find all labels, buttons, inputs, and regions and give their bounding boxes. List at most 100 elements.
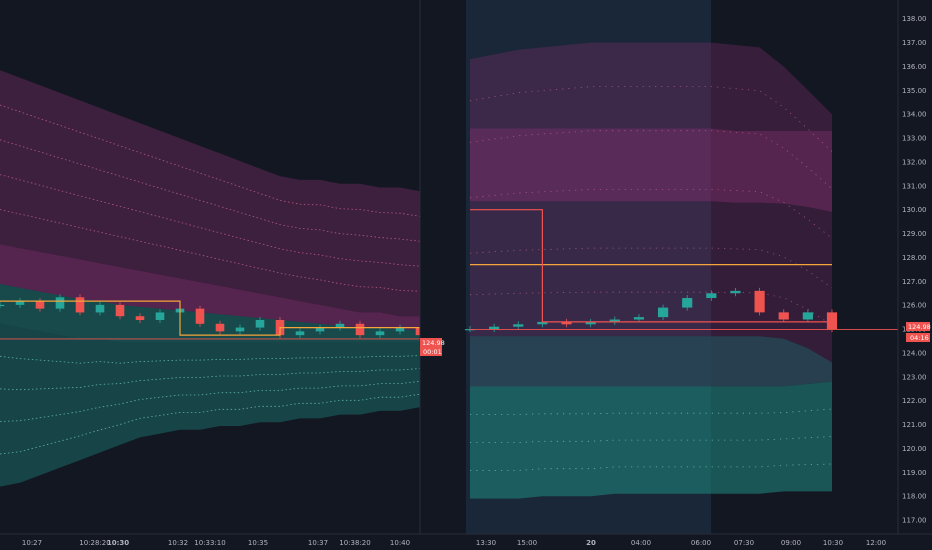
- left-candle-0: [0, 304, 5, 307]
- left-vwap-line: [0, 300, 420, 336]
- right-y-tick-3: 135.00: [902, 87, 927, 95]
- right-y-tick-11: 127.00: [902, 278, 927, 286]
- right-y-tick-14: 124.00: [902, 349, 927, 357]
- right-candle-15: [826, 312, 838, 330]
- right-y-tick-0: 138.00: [902, 15, 927, 23]
- right-price-axis-bg: [898, 0, 932, 550]
- left-last-price-tag: [420, 338, 442, 347]
- left-upper-dotted-1: [0, 139, 421, 242]
- right-lower-inner-fill: [470, 336, 832, 387]
- right-candle-13: [778, 312, 789, 320]
- left-countdown-tag: [420, 347, 442, 356]
- left-panel[interactable]: [0, 70, 425, 487]
- left-lower-band-fill: [0, 323, 420, 487]
- left-candle-12: [235, 327, 245, 332]
- right-last-price-label: 124.98: [908, 323, 931, 331]
- right-y-tick-20: 118.00: [902, 493, 927, 501]
- left-candle-2: [35, 301, 45, 309]
- right-y-tick-5: 133.00: [902, 135, 927, 143]
- right-lower-band-fill: [470, 381, 832, 499]
- right-y-tick-7: 131.00: [902, 182, 927, 190]
- right-x-tick-6: 09:00: [781, 539, 801, 547]
- left-candle-5: [95, 304, 105, 313]
- right-y-tick-12: 126.00: [902, 302, 927, 310]
- right-y-tick-8: 130.00: [902, 206, 927, 214]
- left-last-price-label: 124.98: [422, 339, 445, 347]
- right-y-tick-16: 122.00: [902, 397, 927, 405]
- left-x-tick-5: 10:35: [248, 539, 268, 547]
- right-x-tick-2: 20: [586, 539, 596, 547]
- right-candle-11: [730, 290, 741, 294]
- left-countdown-label: 00:01: [423, 348, 442, 356]
- left-candle-19: [375, 331, 385, 336]
- right-x-tick-labels: 13:30 15:00 20 04:00 06:00 07:30 09:00 10:30 12:…: [476, 539, 886, 547]
- left-x-tick-1: 10:28:20: [79, 539, 110, 547]
- right-y-tick-21: 117.00: [902, 517, 927, 525]
- right-y-tick-19: 119.00: [902, 469, 927, 477]
- right-countdown-label: 04:16: [910, 334, 929, 342]
- right-y-tick-15: 123.00: [902, 373, 927, 381]
- left-x-tick-4: 10:33:10: [194, 539, 225, 547]
- right-candles: [464, 287, 838, 333]
- left-x-tick-6: 10:37: [308, 539, 328, 547]
- left-x-tick-2: 10:30: [107, 539, 129, 547]
- right-candle-8: [657, 307, 669, 318]
- right-last-price-tag: [906, 322, 930, 331]
- left-vwap-lines: [0, 300, 420, 340]
- right-x-tick-5: 07:30: [734, 539, 754, 547]
- right-y-tick-9: 129.00: [902, 230, 927, 238]
- right-candle-10: [706, 293, 717, 299]
- right-x-tick-8: 12:00: [866, 539, 886, 547]
- left-candle-6: [115, 304, 125, 317]
- left-candle-4: [75, 297, 85, 313]
- right-candle-12: [754, 290, 765, 313]
- right-y-tick-17: 121.00: [902, 421, 927, 429]
- right-vwap-lines: [470, 209, 906, 330]
- right-y-tick-10: 128.00: [902, 254, 927, 262]
- left-candle-18: [355, 323, 365, 336]
- right-candle-2: [513, 324, 524, 327]
- right-x-tick-0: 13:30: [476, 539, 496, 547]
- left-candle-10: [195, 308, 205, 324]
- left-candle-20: [395, 327, 405, 332]
- right-candle-1: [489, 326, 500, 330]
- right-price-axis[interactable]: 138.00 137.00 136.00 135.00 134.00 133.00 132.…: [897, 0, 932, 550]
- right-candle-5: [585, 321, 596, 325]
- right-candle-14: [802, 312, 813, 320]
- right-y-tick-2: 136.00: [902, 63, 927, 71]
- right-y-tick-18: 120.00: [902, 445, 927, 453]
- left-candle-3: [55, 297, 65, 309]
- left-x-tick-0: 10:27: [22, 539, 42, 547]
- right-upper-outer-fill: [470, 42, 832, 131]
- right-upper-dotted-1: [469, 130, 833, 190]
- right-y-tick-labels: 138.00 137.00 136.00 135.00 134.00 133.00 132.…: [902, 15, 927, 524]
- right-y-tick-4: 134.00: [902, 111, 927, 119]
- right-y-tick-6: 132.00: [902, 158, 927, 166]
- left-x-tick-3: 10:32: [168, 539, 188, 547]
- right-candle-3: [537, 321, 548, 325]
- right-candle-9: [682, 298, 693, 308]
- left-upper-dotted-2: [0, 174, 421, 267]
- left-x-tick-7: 10:38:20: [339, 539, 370, 547]
- right-y-tick-1: 137.00: [902, 39, 927, 47]
- right-vwap-bands: [469, 42, 833, 499]
- left-price-axis-bg: [420, 0, 466, 534]
- left-candle-1: [15, 301, 25, 305]
- left-lower-dotted-3: [0, 393, 421, 455]
- left-candle-16: [315, 327, 325, 332]
- right-x-tick-1: 15:00: [517, 539, 537, 547]
- right-x-tick-7: 10:30: [823, 539, 843, 547]
- left-candle-11: [215, 323, 225, 332]
- right-candle-6: [609, 319, 620, 322]
- right-upper-band-fill: [470, 128, 832, 212]
- left-upper-inner-fill: [0, 244, 420, 330]
- right-candle-7: [633, 317, 645, 320]
- time-axis-bg: [0, 534, 932, 550]
- right-panel[interactable]: [464, 0, 906, 534]
- right-vwap-line: [470, 209, 832, 323]
- left-candle-15: [295, 331, 305, 336]
- right-x-tick-4: 06:00: [691, 539, 711, 547]
